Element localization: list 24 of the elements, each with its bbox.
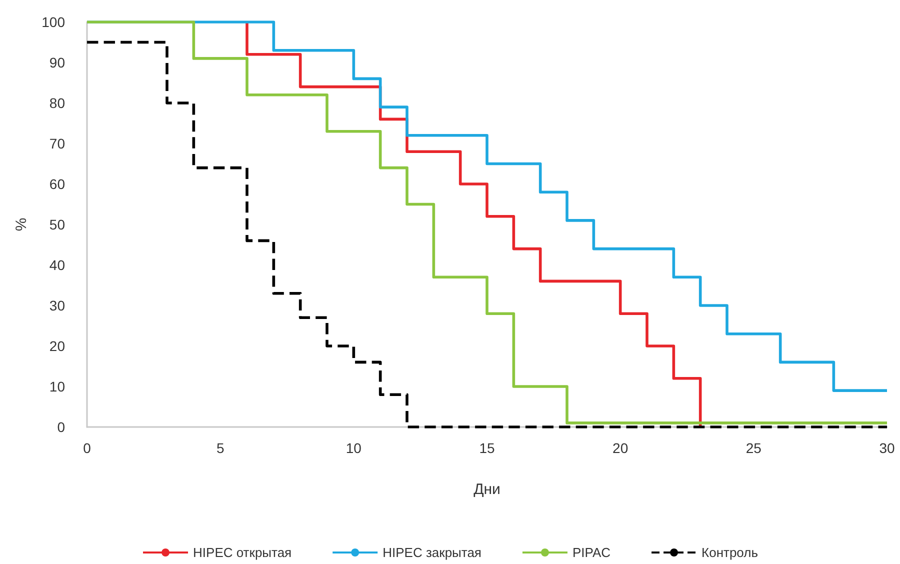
- legend-label: PIPAC: [572, 545, 611, 560]
- y-tick-label: 70: [49, 136, 66, 152]
- x-tick-label: 0: [83, 440, 92, 456]
- y-tick-label: 90: [49, 54, 66, 70]
- x-tick-label: 20: [612, 440, 628, 456]
- x-tick-label: 25: [746, 440, 762, 456]
- x-tick-label: 10: [346, 440, 362, 456]
- y-tick-label: 80: [49, 95, 66, 111]
- x-axis-title: Дни: [474, 481, 500, 498]
- y-tick-label: 10: [49, 378, 66, 394]
- y-tick-label: 100: [42, 14, 66, 30]
- legend-label: HIPEC открытая: [193, 545, 292, 560]
- y-tick-label: 40: [49, 257, 66, 273]
- y-tick-label: 50: [49, 216, 66, 232]
- legend-label: HIPEC закрытая: [382, 545, 482, 560]
- x-tick-label: 15: [479, 440, 495, 456]
- y-axis-title: %: [13, 218, 30, 232]
- y-tick-label: 20: [49, 338, 66, 354]
- y-tick-label: 0: [57, 419, 66, 435]
- legend-label: Контроль: [702, 545, 758, 560]
- y-tick-label: 60: [49, 176, 66, 192]
- y-tick-label: 30: [49, 298, 66, 314]
- x-tick-label: 5: [216, 440, 224, 456]
- x-tick-label: 30: [879, 440, 895, 456]
